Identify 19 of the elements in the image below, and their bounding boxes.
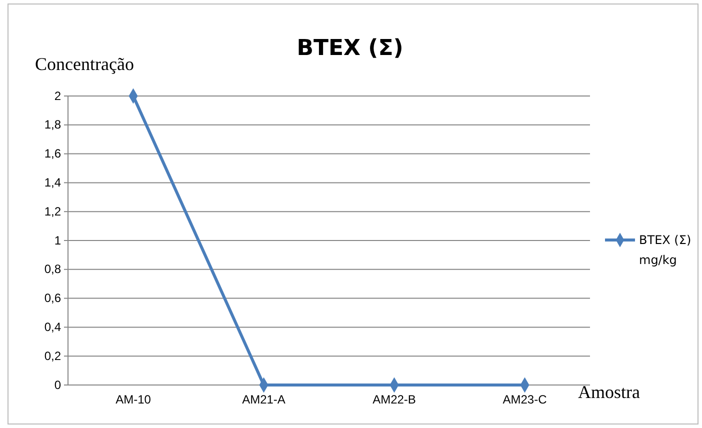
x-tick-label: AM22-B [372,392,416,407]
y-axis-title: Concentração [35,54,134,74]
y-tick-label: 1,6 [44,146,62,161]
y-tick-label: 0,8 [44,262,62,276]
x-tick-label: AM-10 [116,392,152,407]
y-tick-label: 0,4 [44,320,62,334]
x-tick-label: AM23-C [502,392,548,407]
chart-title: BTEX (Σ) [296,36,404,61]
y-tick-label: 0,2 [44,348,62,363]
y-tick-label: 2 [54,88,62,103]
y-tick-label: 1 [54,233,62,248]
y-tick-label: 0,6 [44,291,62,306]
y-tick-label: 1,4 [44,176,62,190]
y-tick-label: 1,8 [44,118,62,132]
y-tick-label: 1,2 [44,204,62,218]
y-tick-label: 0 [54,378,62,392]
x-axis-title: Amostra [578,382,640,402]
legend-label: BTEX (Σ) mg/kg [639,233,692,267]
x-tick-label: AM21-A [242,392,286,407]
